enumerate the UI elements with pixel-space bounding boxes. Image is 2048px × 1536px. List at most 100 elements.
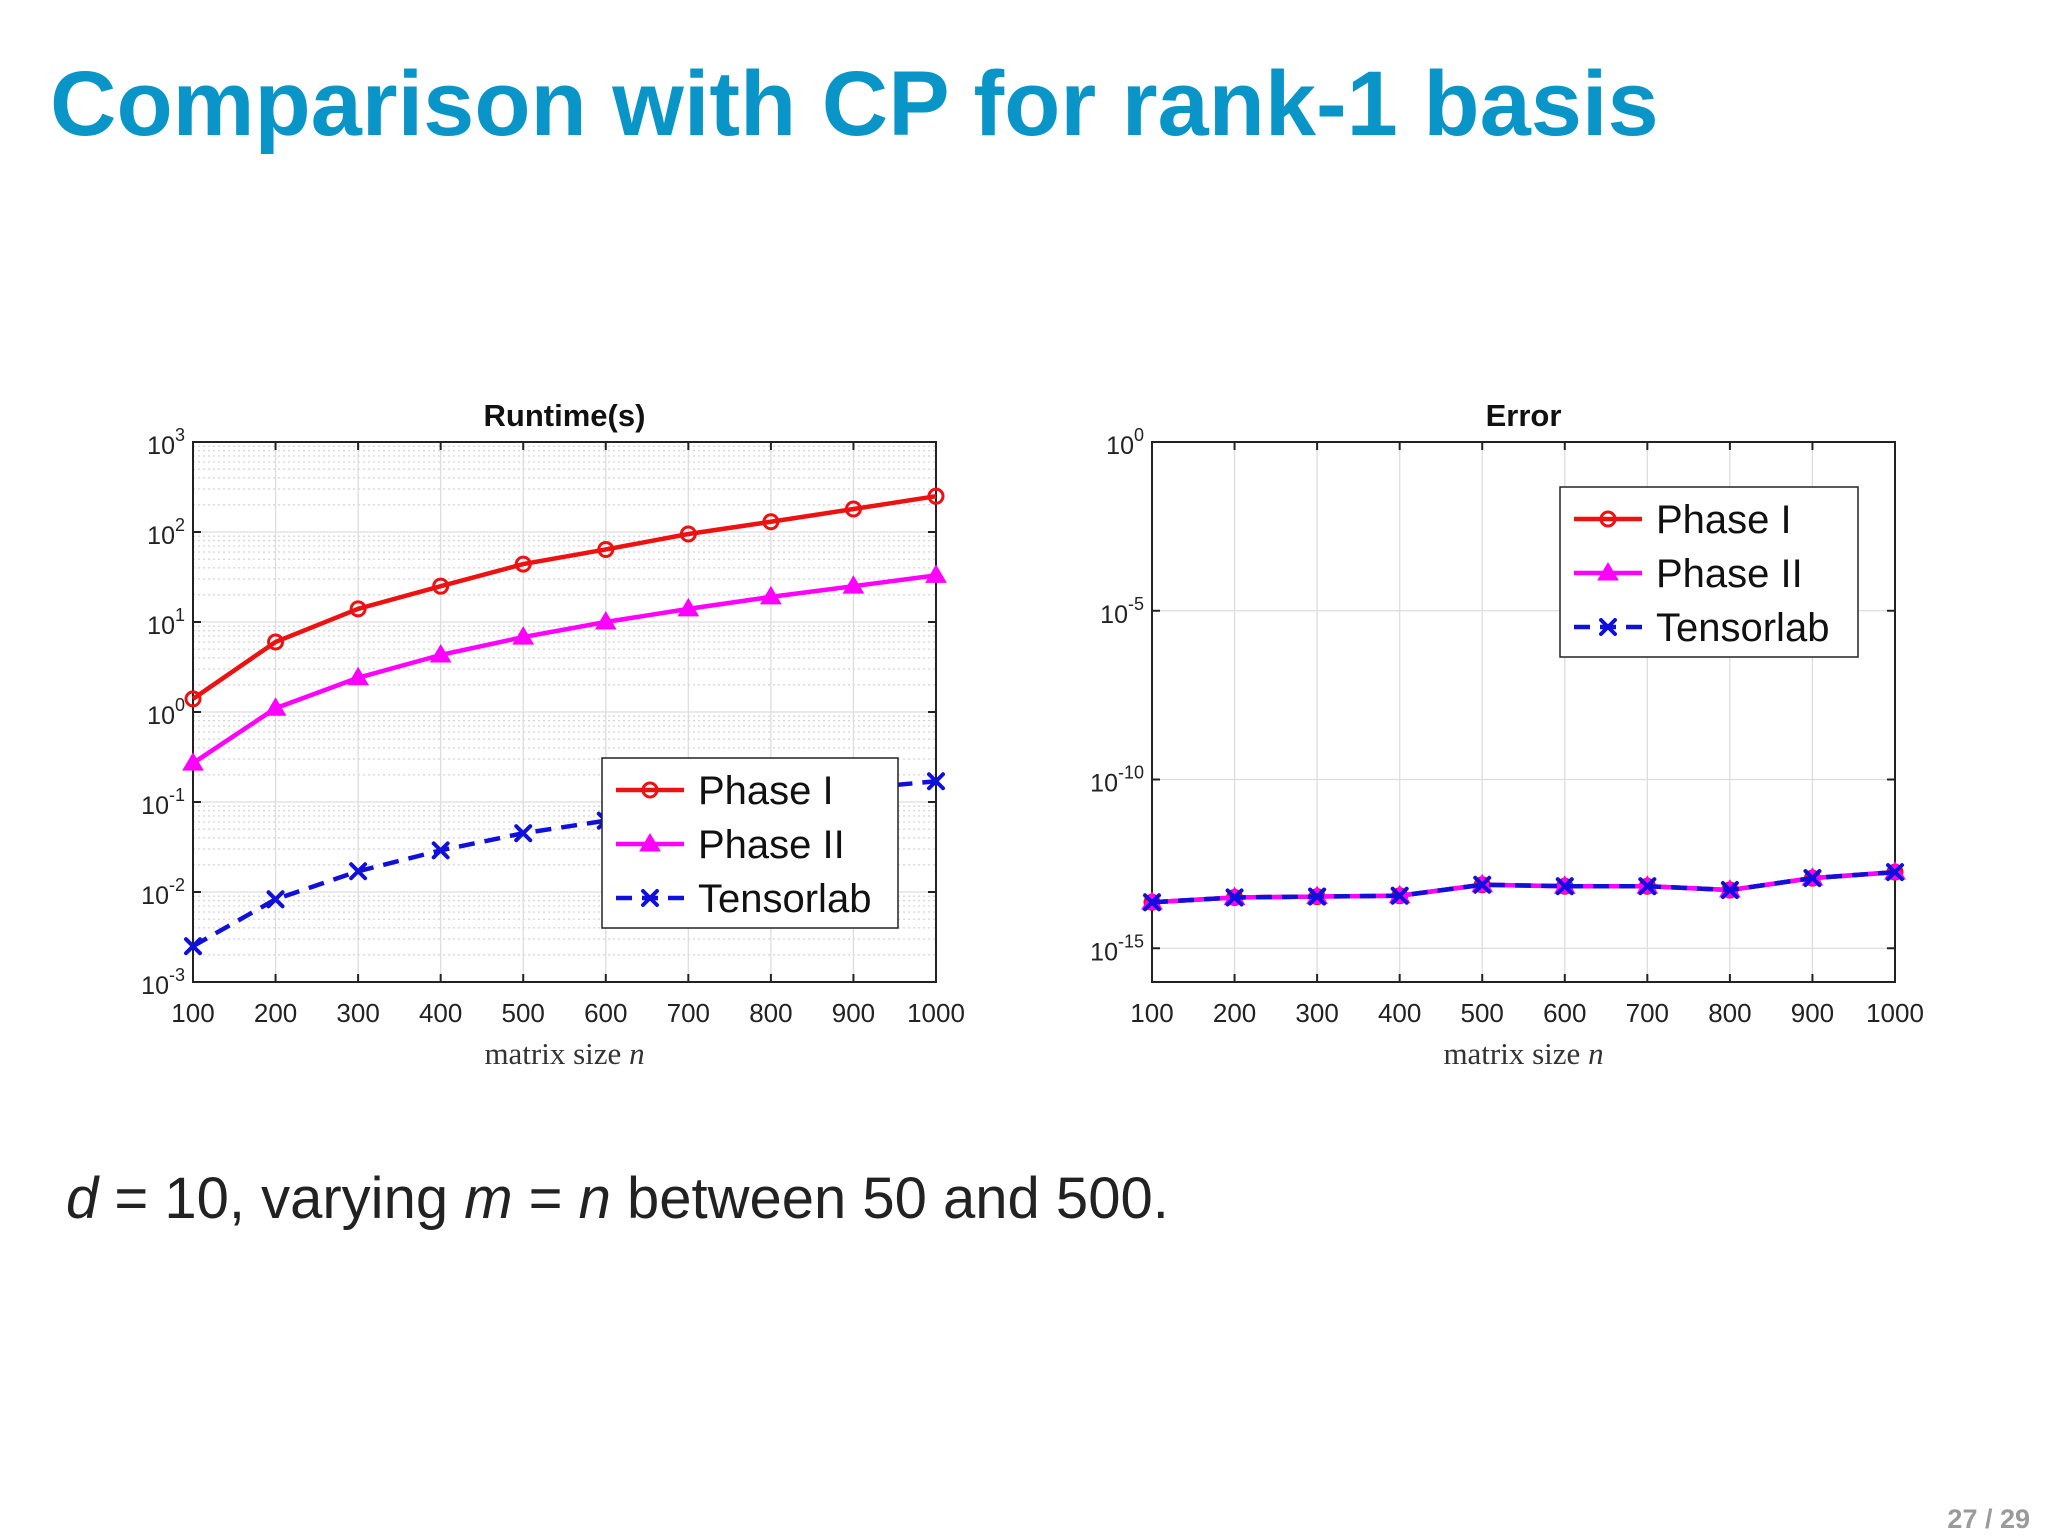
runtime-x-tick-label: 700 bbox=[667, 998, 710, 1028]
runtime-x-axis-label: matrix size n bbox=[484, 1036, 644, 1071]
error-tensorlab-point bbox=[1638, 877, 1657, 896]
error-x-tick-label: 400 bbox=[1378, 998, 1421, 1028]
error-x-tick-label: 200 bbox=[1213, 998, 1256, 1028]
runtime-phase-ii-point bbox=[512, 626, 535, 645]
runtime-chart: 100 200 300 400 500 600 700 800 900 1000 10-3 10-2 1… bbox=[141, 398, 965, 1071]
error-legend: Phase I Phase II Tensorlab bbox=[1559, 486, 1859, 658]
runtime-legend-label-phase-ii: Phase II bbox=[698, 823, 845, 867]
error-tensorlab-point-stroke bbox=[1143, 893, 1161, 912]
runtime-phase-i-line bbox=[191, 493, 937, 701]
runtime-tensorlab-point bbox=[927, 772, 945, 791]
slide-title: Comparison with CP for rank-1 basis bbox=[50, 53, 1659, 155]
runtime-phase-ii-point bbox=[594, 611, 617, 630]
runtime-phase-ii-point bbox=[264, 697, 287, 716]
runtime-phase-ii-point bbox=[347, 666, 369, 686]
caption-text-1: = 10, varying bbox=[98, 1166, 465, 1231]
runtime-x-tick-label: 400 bbox=[419, 998, 462, 1028]
runtime-tensorlab-point bbox=[349, 862, 368, 881]
runtime-phase-ii-point bbox=[760, 585, 782, 605]
runtime-phase-i-point bbox=[349, 600, 367, 618]
error-tensorlab-point-stroke bbox=[1638, 877, 1657, 896]
error-tensorlab-point bbox=[1720, 881, 1739, 900]
error-tensorlab-point bbox=[1473, 875, 1492, 894]
runtime-tensorlab-point bbox=[514, 824, 533, 843]
runtime-legend-marker-tensorlab bbox=[641, 889, 659, 907]
runtime-tensorlab-point-stroke bbox=[184, 937, 202, 956]
error-series-tensorlab bbox=[1143, 863, 1904, 912]
page-number: 27 / 29 bbox=[1947, 1504, 2030, 1534]
error-tensorlab-point-stroke bbox=[1225, 888, 1244, 907]
runtime-tensorlab-point-stroke bbox=[431, 841, 450, 860]
runtime-phase-ii-point bbox=[429, 644, 452, 663]
runtime-phase-i-point bbox=[514, 555, 532, 573]
error-legend-label-phase-ii: Phase II bbox=[1656, 552, 1803, 596]
runtime-y-tick-label: 10-2 bbox=[141, 875, 185, 910]
runtime-phase-i-point bbox=[432, 577, 450, 595]
runtime-tensorlab-point bbox=[266, 890, 285, 909]
runtime-phase-ii-point bbox=[182, 752, 204, 771]
error-tensorlab-point bbox=[1803, 869, 1822, 888]
runtime-x-tick-label: 900 bbox=[832, 998, 875, 1028]
error-tensorlab-point-stroke bbox=[1886, 863, 1904, 882]
runtime-y-tick-label: 100 bbox=[147, 695, 185, 730]
error-tensorlab-point-stroke bbox=[1308, 887, 1327, 906]
runtime-phase-ii-point bbox=[677, 597, 700, 617]
runtime-series-phase-i bbox=[184, 487, 945, 708]
runtime-tensorlab-point bbox=[184, 937, 202, 956]
caption-text-3: between 50 and 500. bbox=[610, 1166, 1169, 1231]
runtime-ticks bbox=[192, 441, 937, 983]
runtime-x-tick-label: 500 bbox=[502, 998, 545, 1028]
runtime-y-tick-label: 10-1 bbox=[141, 785, 185, 820]
runtime-tensorlab-point-stroke bbox=[927, 772, 945, 791]
error-y-tick-label: 100 bbox=[1106, 425, 1144, 460]
error-tensorlab-point-stroke bbox=[1390, 886, 1409, 905]
error-tensorlab-point-stroke bbox=[1555, 877, 1574, 896]
runtime-phase-i-point bbox=[927, 487, 945, 505]
error-legend-marker-tensorlab-stroke bbox=[1599, 618, 1617, 636]
runtime-phase-i-point bbox=[597, 540, 615, 558]
error-x-tick-label: 600 bbox=[1543, 998, 1586, 1028]
error-x-tick-label: 800 bbox=[1708, 998, 1751, 1028]
error-tensorlab-point bbox=[1308, 887, 1327, 906]
runtime-tensorlab-line bbox=[191, 779, 937, 949]
runtime-phase-ii-line bbox=[191, 573, 937, 766]
error-x-tick-label: 1000 bbox=[1866, 998, 1924, 1028]
error-tensorlab-point-stroke bbox=[1803, 869, 1822, 888]
runtime-phase-i-point bbox=[762, 513, 780, 531]
runtime-x-tick-label: 800 bbox=[749, 998, 792, 1028]
runtime-y-tick-label: 10-3 bbox=[141, 965, 185, 1000]
runtime-legend-label-phase-i: Phase I bbox=[698, 769, 834, 813]
error-x-tick-label: 700 bbox=[1626, 998, 1669, 1028]
runtime-x-tick-label: 1000 bbox=[907, 998, 965, 1028]
error-tensorlab-line bbox=[1151, 869, 1896, 905]
error-tensorlab-point bbox=[1390, 886, 1409, 905]
runtime-tensorlab-point-stroke bbox=[266, 890, 285, 909]
error-legend-marker-phase-i bbox=[1599, 510, 1617, 528]
error-y-tick-label: 10-15 bbox=[1090, 931, 1144, 966]
error-legend-label-tensorlab: Tensorlab bbox=[1656, 606, 1829, 650]
error-x-tick-label: 300 bbox=[1295, 998, 1338, 1028]
error-tensorlab-point bbox=[1225, 888, 1244, 907]
error-x-tick-label: 900 bbox=[1791, 998, 1834, 1028]
runtime-y-tick-label: 103 bbox=[147, 425, 185, 460]
error-tensorlab-point bbox=[1555, 877, 1574, 896]
error-y-tick-label: 10-10 bbox=[1090, 763, 1144, 798]
error-axes-box bbox=[1151, 441, 1896, 983]
runtime-phase-i-point bbox=[184, 690, 202, 708]
caption-n-variable: n bbox=[578, 1166, 611, 1231]
error-legend-label-phase-i: Phase I bbox=[1656, 498, 1792, 542]
error-tensorlab-point bbox=[1143, 893, 1161, 912]
error-x-tick-label: 100 bbox=[1130, 998, 1173, 1028]
runtime-y-tick-label: 101 bbox=[147, 605, 185, 640]
error-tensorlab-point bbox=[1886, 863, 1904, 882]
slide-caption: d = 10, varying m = n between 50 and 500… bbox=[66, 1165, 1169, 1232]
error-legend-marker-tensorlab bbox=[1599, 618, 1617, 636]
runtime-legend-label-tensorlab: Tensorlab bbox=[698, 877, 871, 921]
error-y-tick-label: 10-5 bbox=[1100, 594, 1144, 629]
error-legend-marker-phase-ii bbox=[1597, 562, 1619, 581]
runtime-legend-marker-tensorlab-stroke bbox=[641, 889, 659, 907]
runtime-legend: Phase I Phase II Tensorlab bbox=[601, 757, 899, 929]
runtime-tensorlab-point-stroke bbox=[514, 824, 533, 843]
runtime-tensorlab-point bbox=[431, 841, 450, 860]
error-chart: 100 200 300 400 500 600 700 800 900 1000 10-15 10-1… bbox=[1090, 398, 1924, 1071]
